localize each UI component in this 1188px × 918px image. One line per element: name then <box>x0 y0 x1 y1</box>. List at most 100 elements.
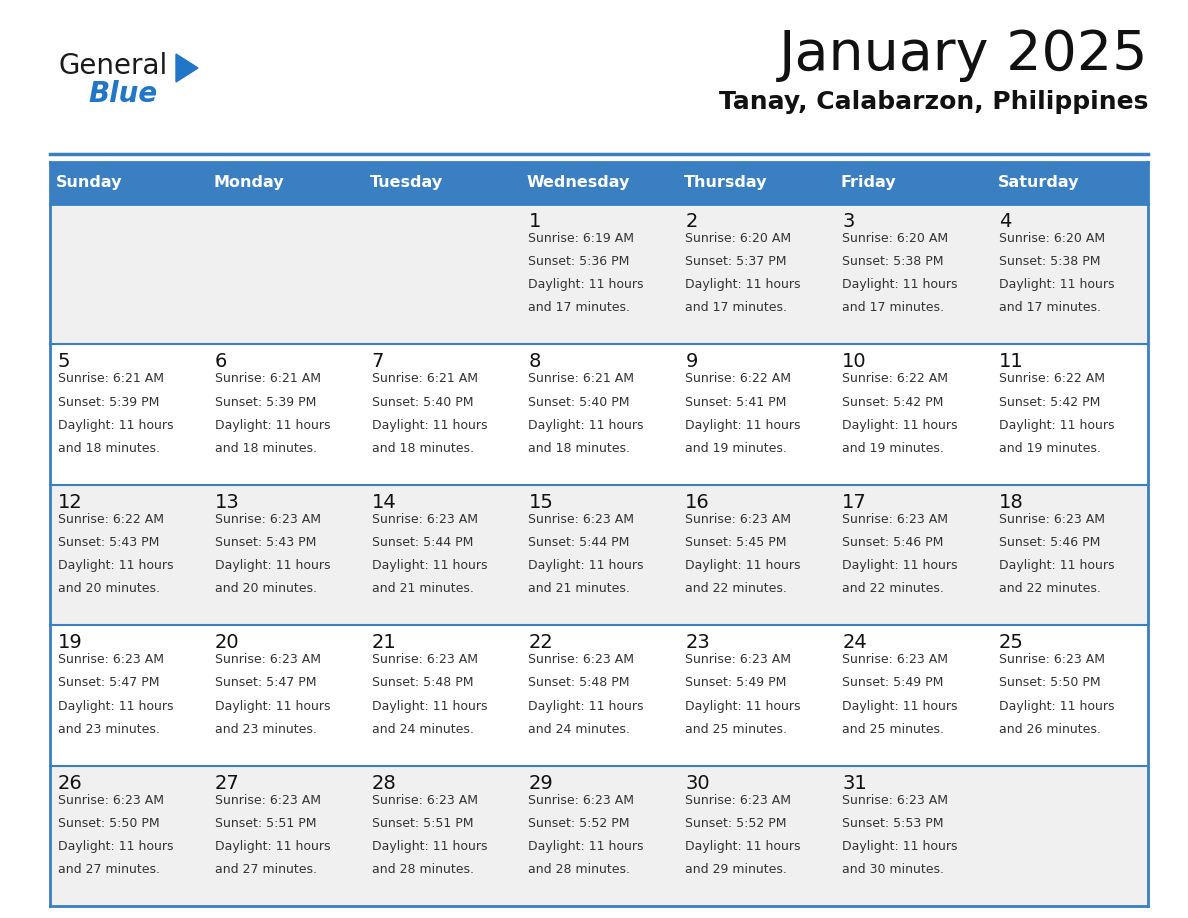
Text: Sunset: 5:42 PM: Sunset: 5:42 PM <box>999 396 1100 409</box>
Text: and 26 minutes.: and 26 minutes. <box>999 722 1101 735</box>
Text: Daylight: 11 hours: Daylight: 11 hours <box>999 559 1114 572</box>
Text: Sunset: 5:52 PM: Sunset: 5:52 PM <box>529 817 630 830</box>
Text: Daylight: 11 hours: Daylight: 11 hours <box>842 840 958 853</box>
Text: Sunset: 5:39 PM: Sunset: 5:39 PM <box>215 396 316 409</box>
Text: 1: 1 <box>529 212 541 231</box>
Text: Daylight: 11 hours: Daylight: 11 hours <box>842 700 958 712</box>
Bar <box>50 625 1148 766</box>
Text: Sunrise: 6:22 AM: Sunrise: 6:22 AM <box>999 373 1105 386</box>
Text: 15: 15 <box>529 493 554 512</box>
Text: Saturday: Saturday <box>998 175 1079 191</box>
Text: and 17 minutes.: and 17 minutes. <box>842 301 944 315</box>
Text: Sunrise: 6:22 AM: Sunrise: 6:22 AM <box>842 373 948 386</box>
Text: Sunrise: 6:23 AM: Sunrise: 6:23 AM <box>58 793 164 807</box>
Text: Wednesday: Wednesday <box>526 175 630 191</box>
Text: 9: 9 <box>685 353 697 372</box>
Text: Sunrise: 6:23 AM: Sunrise: 6:23 AM <box>215 654 321 666</box>
Text: 31: 31 <box>842 774 867 792</box>
Text: Daylight: 11 hours: Daylight: 11 hours <box>372 419 487 431</box>
Text: Sunset: 5:40 PM: Sunset: 5:40 PM <box>372 396 473 409</box>
Text: Sunrise: 6:23 AM: Sunrise: 6:23 AM <box>58 654 164 666</box>
Bar <box>50 162 207 204</box>
Text: 5: 5 <box>58 353 70 372</box>
Text: Sunset: 5:49 PM: Sunset: 5:49 PM <box>685 677 786 689</box>
Text: 12: 12 <box>58 493 83 512</box>
Text: 21: 21 <box>372 633 397 652</box>
Text: Sunrise: 6:23 AM: Sunrise: 6:23 AM <box>529 654 634 666</box>
Text: Sunset: 5:49 PM: Sunset: 5:49 PM <box>842 677 943 689</box>
Text: 18: 18 <box>999 493 1024 512</box>
Text: 8: 8 <box>529 353 541 372</box>
Text: Sunset: 5:39 PM: Sunset: 5:39 PM <box>58 396 159 409</box>
Text: Daylight: 11 hours: Daylight: 11 hours <box>58 419 173 431</box>
Text: Daylight: 11 hours: Daylight: 11 hours <box>529 559 644 572</box>
Polygon shape <box>176 54 198 82</box>
Text: Sunrise: 6:23 AM: Sunrise: 6:23 AM <box>685 513 791 526</box>
Text: 17: 17 <box>842 493 867 512</box>
Text: Daylight: 11 hours: Daylight: 11 hours <box>842 278 958 291</box>
Text: Daylight: 11 hours: Daylight: 11 hours <box>842 419 958 431</box>
Text: January 2025: January 2025 <box>778 28 1148 82</box>
Text: Sunset: 5:51 PM: Sunset: 5:51 PM <box>215 817 316 830</box>
Text: 30: 30 <box>685 774 710 792</box>
Text: 19: 19 <box>58 633 83 652</box>
Text: Blue: Blue <box>88 80 157 108</box>
Text: and 22 minutes.: and 22 minutes. <box>685 582 788 595</box>
Text: Sunrise: 6:21 AM: Sunrise: 6:21 AM <box>58 373 164 386</box>
Text: and 23 minutes.: and 23 minutes. <box>215 722 316 735</box>
Text: Daylight: 11 hours: Daylight: 11 hours <box>685 840 801 853</box>
Text: Sunrise: 6:19 AM: Sunrise: 6:19 AM <box>529 232 634 245</box>
Text: Daylight: 11 hours: Daylight: 11 hours <box>685 700 801 712</box>
Text: Daylight: 11 hours: Daylight: 11 hours <box>372 700 487 712</box>
Text: Sunrise: 6:23 AM: Sunrise: 6:23 AM <box>529 513 634 526</box>
Text: Sunrise: 6:23 AM: Sunrise: 6:23 AM <box>215 513 321 526</box>
Text: and 18 minutes.: and 18 minutes. <box>58 442 160 455</box>
Text: 23: 23 <box>685 633 710 652</box>
Text: Daylight: 11 hours: Daylight: 11 hours <box>685 278 801 291</box>
Text: General: General <box>58 52 168 80</box>
Text: and 18 minutes.: and 18 minutes. <box>372 442 474 455</box>
Text: and 25 minutes.: and 25 minutes. <box>685 722 788 735</box>
Text: 3: 3 <box>842 212 854 231</box>
Text: Sunset: 5:44 PM: Sunset: 5:44 PM <box>372 536 473 549</box>
Text: Sunrise: 6:23 AM: Sunrise: 6:23 AM <box>372 654 478 666</box>
Text: Sunrise: 6:22 AM: Sunrise: 6:22 AM <box>58 513 164 526</box>
Text: 20: 20 <box>215 633 239 652</box>
Text: Sunrise: 6:23 AM: Sunrise: 6:23 AM <box>685 793 791 807</box>
Text: 27: 27 <box>215 774 240 792</box>
Bar <box>834 162 991 204</box>
Text: Sunday: Sunday <box>56 175 122 191</box>
Text: Sunset: 5:53 PM: Sunset: 5:53 PM <box>842 817 943 830</box>
Bar <box>677 162 834 204</box>
Text: Daylight: 11 hours: Daylight: 11 hours <box>58 840 173 853</box>
Text: and 29 minutes.: and 29 minutes. <box>685 863 788 876</box>
Text: 10: 10 <box>842 353 867 372</box>
Text: Friday: Friday <box>841 175 896 191</box>
Text: Sunrise: 6:21 AM: Sunrise: 6:21 AM <box>529 373 634 386</box>
Text: 11: 11 <box>999 353 1024 372</box>
Text: and 28 minutes.: and 28 minutes. <box>529 863 631 876</box>
Text: Sunrise: 6:23 AM: Sunrise: 6:23 AM <box>999 513 1105 526</box>
Text: and 21 minutes.: and 21 minutes. <box>372 582 474 595</box>
Text: 22: 22 <box>529 633 554 652</box>
Text: Sunset: 5:48 PM: Sunset: 5:48 PM <box>529 677 630 689</box>
Text: Daylight: 11 hours: Daylight: 11 hours <box>999 278 1114 291</box>
Text: Sunset: 5:43 PM: Sunset: 5:43 PM <box>215 536 316 549</box>
Text: Tanay, Calabarzon, Philippines: Tanay, Calabarzon, Philippines <box>719 90 1148 114</box>
Text: Sunrise: 6:20 AM: Sunrise: 6:20 AM <box>999 232 1105 245</box>
Text: and 19 minutes.: and 19 minutes. <box>999 442 1101 455</box>
Text: 24: 24 <box>842 633 867 652</box>
Text: and 20 minutes.: and 20 minutes. <box>58 582 160 595</box>
Text: and 22 minutes.: and 22 minutes. <box>842 582 944 595</box>
Text: and 22 minutes.: and 22 minutes. <box>999 582 1101 595</box>
Text: Daylight: 11 hours: Daylight: 11 hours <box>58 700 173 712</box>
Text: Sunrise: 6:23 AM: Sunrise: 6:23 AM <box>372 793 478 807</box>
Text: Sunset: 5:38 PM: Sunset: 5:38 PM <box>842 255 943 268</box>
Text: and 27 minutes.: and 27 minutes. <box>215 863 317 876</box>
Text: Daylight: 11 hours: Daylight: 11 hours <box>529 419 644 431</box>
Text: and 24 minutes.: and 24 minutes. <box>529 722 631 735</box>
Text: Sunrise: 6:23 AM: Sunrise: 6:23 AM <box>529 793 634 807</box>
Text: and 28 minutes.: and 28 minutes. <box>372 863 474 876</box>
Text: Sunset: 5:43 PM: Sunset: 5:43 PM <box>58 536 159 549</box>
Text: 7: 7 <box>372 353 384 372</box>
